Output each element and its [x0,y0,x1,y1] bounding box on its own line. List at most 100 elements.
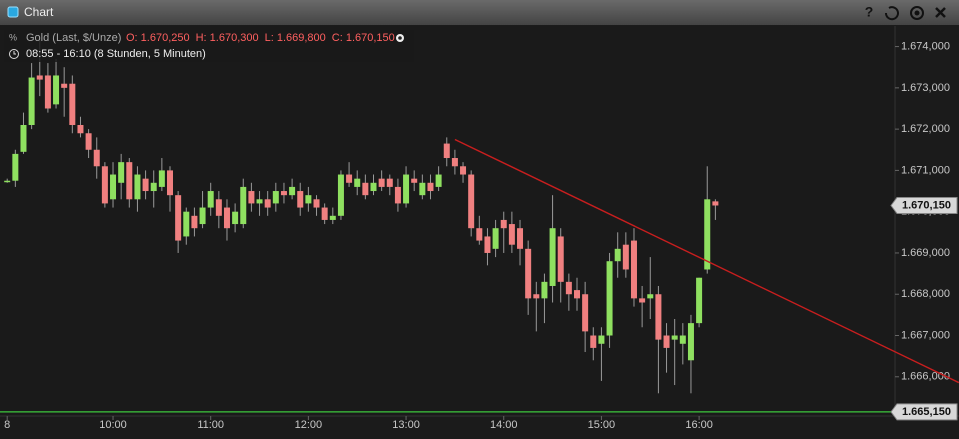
candle-body [435,174,442,187]
candle-body [4,180,11,183]
candle-body [574,290,580,299]
legend-background [4,30,414,62]
candle-body [614,248,621,262]
candle-body [93,149,100,167]
y-tick-label: 1.667,000 [901,329,950,341]
x-tick-label: 10:00 [99,419,127,431]
candle-body [517,228,524,249]
reset-button[interactable] [884,6,899,21]
y-tick-label: 1.669,000 [901,247,950,259]
y-tick-label: 1.673,000 [901,82,950,94]
candle-body [541,281,548,299]
candle-body [622,244,629,270]
candle-body [492,228,499,249]
candle-body [557,236,564,282]
candle-body [630,240,637,299]
candle-body [500,219,507,229]
help-button[interactable]: ? [865,4,874,20]
candle-body [582,294,589,332]
last-price-label: 1.670,150 [902,199,951,211]
candle-body [525,248,532,299]
trendline [454,138,959,384]
candle-body [386,178,393,187]
candle-body [427,182,434,192]
candle-body [671,335,678,340]
x-tick-label: 15:00 [588,419,616,431]
candle-body [321,207,328,220]
ohlc-legend: H: 1.670,300 [196,32,259,44]
candle-body [484,236,491,253]
candle-body [207,191,214,208]
target-dot [914,10,920,16]
period: 08:55 - 16:10 (8 Stunden, 5 Minuten) [26,48,206,60]
candle-body [167,170,173,196]
candle-body [313,199,320,208]
candle-body [150,182,157,192]
candle-body [468,174,475,229]
last-price [890,196,958,214]
candle-body [77,125,84,134]
candle-body [183,211,190,237]
y-tick-label: 1.671,000 [901,164,950,176]
x-tick-label: 13:00 [392,419,420,431]
candle-body [696,277,703,324]
symbol-name: Gold (Last, $/Unze) [26,32,121,44]
candle-body [264,199,271,208]
candle-body [289,186,296,196]
candle-body [419,182,426,196]
candle-body [362,182,369,196]
ohlc-legend: O: 1.670,250 [126,32,190,44]
candle-body [411,178,418,183]
candle-body [655,294,662,340]
candle-body [403,174,410,204]
x-tick-label: 12:00 [295,419,323,431]
candle-body [85,133,92,150]
candle-body [460,166,467,175]
candle-body [280,191,287,196]
candle-body [223,207,230,229]
candle-body [110,174,117,200]
candle-body [394,186,401,204]
x-tick-label: 14:00 [490,419,518,431]
title-bar [0,0,959,25]
candle-body [20,125,27,152]
candle-body [101,166,108,204]
y-tick-label: 1.668,000 [901,288,950,300]
candle-body [647,294,654,299]
candle-body [44,75,51,109]
candle-body [199,207,206,225]
candle-body [61,83,68,88]
candle-body [158,170,165,187]
candle-body [126,162,133,200]
reference-price [890,403,958,421]
candle-body [679,335,686,344]
legend-options-dot [398,36,402,40]
candle-body [248,191,255,204]
symbol-icon: % [9,32,17,42]
candle-body [370,182,377,192]
candle-body [134,174,141,200]
candle-body [256,199,263,204]
candle-body [191,215,198,229]
ohlc-legend: L: 1.669,800 [265,32,326,44]
candle-body [142,178,149,192]
clock-icon [9,49,19,59]
target-button[interactable] [910,6,924,20]
candle-body [297,191,304,208]
candle-body [175,195,182,241]
window-icon [7,6,19,18]
candle-body [12,153,19,181]
candle-body [704,199,711,270]
reference-price-label: 1.665,150 [902,406,951,418]
close-button[interactable] [935,7,946,18]
candle-body [565,281,572,295]
clock-hands [13,51,16,55]
candle-body [337,174,344,216]
candle-body [232,211,239,225]
y-tick-label: 1.672,000 [901,123,950,135]
candle-body [639,298,646,303]
candle-body [712,201,719,206]
candle-body [215,199,222,216]
